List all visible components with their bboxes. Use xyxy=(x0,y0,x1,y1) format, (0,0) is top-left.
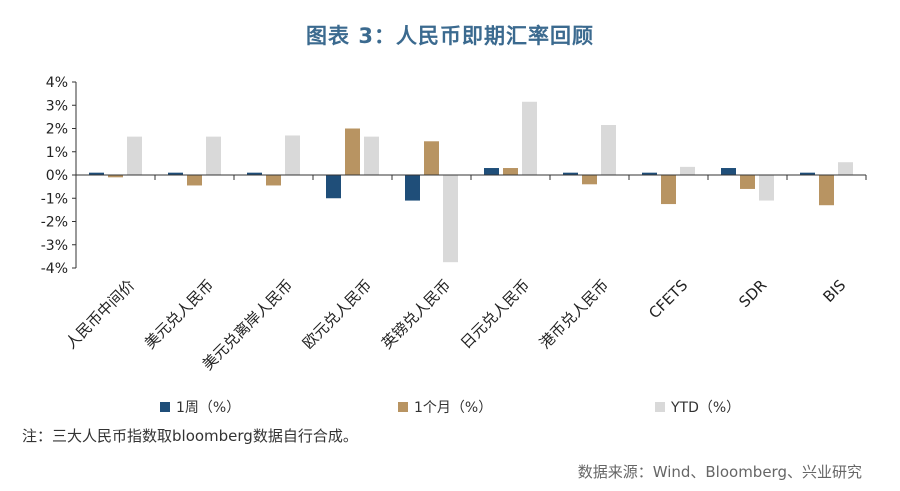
bar-1-6 xyxy=(484,168,499,175)
bar-1-1 xyxy=(89,172,104,175)
bar-1-5 xyxy=(405,175,420,201)
bar-2-5 xyxy=(424,141,439,175)
legend-item-1month: 1个月（%） xyxy=(398,397,492,417)
legend-label-1month: 1个月（%） xyxy=(414,400,493,416)
y-tick-label: -1% xyxy=(41,191,68,207)
y-tick-label: 3% xyxy=(46,98,68,114)
y-tick-label: 0% xyxy=(46,168,68,184)
chart-title: 图表 3：人民币即期汇率回顾 xyxy=(306,24,594,48)
bar-2-7 xyxy=(582,175,597,185)
bar-3-1 xyxy=(127,136,142,175)
bar-1-8 xyxy=(642,172,657,175)
bar-3-7 xyxy=(601,125,616,175)
bar-chart: 4%3%2%1%0%-1%-2%-3%-4%人民币中间价 美元兑人民币美元兑离岸人… xyxy=(41,75,867,374)
y-tick-label: -3% xyxy=(41,238,68,254)
x-tick-label: 英镑兑人民币 xyxy=(378,276,454,352)
bar-2-1 xyxy=(108,175,123,178)
x-tick-label: 美元兑人民币 xyxy=(141,276,217,352)
bar-3-6 xyxy=(522,101,537,175)
bar-2-2 xyxy=(187,175,202,186)
bar-3-8 xyxy=(680,166,695,175)
legend-label-ytd: YTD（%） xyxy=(671,400,741,416)
legend-swatch-ytd xyxy=(655,402,665,412)
y-tick-label: 1% xyxy=(46,145,68,161)
y-tick-label: 2% xyxy=(46,122,68,138)
x-tick-label: BIS xyxy=(819,276,849,306)
bar-1-10 xyxy=(800,172,815,175)
x-tick-label: SDR xyxy=(735,276,770,311)
bar-3-4 xyxy=(364,136,379,175)
bar-2-9 xyxy=(740,175,755,189)
bar-3-10 xyxy=(838,162,853,175)
bar-2-6 xyxy=(503,168,518,175)
bar-2-8 xyxy=(661,175,676,205)
bar-1-3 xyxy=(247,172,262,175)
legend-item-1week: 1周（%） xyxy=(160,397,240,417)
x-tick-label: CFETS xyxy=(645,276,691,322)
y-tick-label: 4% xyxy=(46,75,68,91)
y-tick-label: -2% xyxy=(41,215,68,231)
legend-label-1week: 1周（%） xyxy=(176,400,241,416)
x-tick-label: 人民币中间价 xyxy=(62,276,138,352)
bar-3-3 xyxy=(285,135,300,175)
legend-swatch-1month xyxy=(398,402,408,412)
bar-1-2 xyxy=(168,172,183,175)
bar-2-10 xyxy=(819,175,834,206)
x-tick-label: 欧元兑人民币 xyxy=(299,276,375,352)
footnote: 注：三大人民币指数取bloomberg数据自行合成。 xyxy=(22,427,358,445)
bar-1-4 xyxy=(326,175,341,199)
y-tick-label: -4% xyxy=(41,261,68,277)
legend-item-ytd: YTD（%） xyxy=(655,397,740,417)
bar-2-4 xyxy=(345,128,360,175)
bar-1-9 xyxy=(721,168,736,175)
bar-3-9 xyxy=(759,175,774,201)
bar-3-2 xyxy=(206,136,221,175)
bar-3-5 xyxy=(443,175,458,263)
bar-2-3 xyxy=(266,175,281,186)
x-tick-label: 日元兑人民币 xyxy=(457,276,533,352)
x-tick-label: 港币兑人民币 xyxy=(536,276,612,352)
legend-swatch-1week xyxy=(160,402,170,412)
bar-1-7 xyxy=(563,172,578,175)
data-source: 数据来源：Wind、Bloomberg、兴业研究 xyxy=(577,463,862,481)
